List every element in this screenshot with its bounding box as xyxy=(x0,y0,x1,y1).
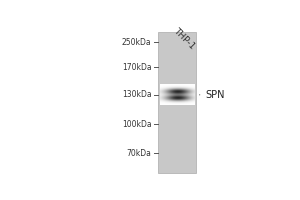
Text: 130kDa: 130kDa xyxy=(122,90,152,99)
Text: 170kDa: 170kDa xyxy=(122,63,152,72)
Text: THP-1: THP-1 xyxy=(171,26,196,51)
Bar xyxy=(158,32,196,173)
Text: SPN: SPN xyxy=(205,90,224,100)
Text: 70kDa: 70kDa xyxy=(127,149,152,158)
Text: 250kDa: 250kDa xyxy=(122,38,152,47)
Text: 100kDa: 100kDa xyxy=(122,120,152,129)
